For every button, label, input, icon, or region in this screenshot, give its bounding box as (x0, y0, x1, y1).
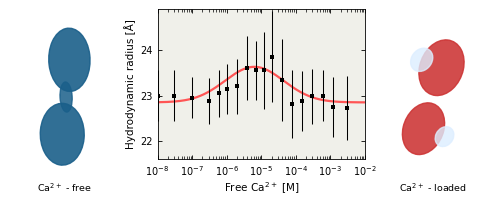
X-axis label: Free Ca$^{2+}$ [M]: Free Ca$^{2+}$ [M] (224, 181, 299, 196)
Ellipse shape (410, 48, 433, 71)
Ellipse shape (60, 82, 72, 112)
Ellipse shape (402, 103, 444, 155)
Ellipse shape (435, 127, 454, 147)
Ellipse shape (40, 103, 84, 165)
Ellipse shape (48, 28, 90, 91)
Ellipse shape (419, 40, 464, 96)
Y-axis label: Hydrodynamic radius [Å]: Hydrodynamic radius [Å] (124, 19, 136, 149)
Text: Ca$^{2+}$ - free: Ca$^{2+}$ - free (38, 182, 92, 194)
Text: Ca$^{2+}$ - loaded: Ca$^{2+}$ - loaded (398, 182, 466, 194)
